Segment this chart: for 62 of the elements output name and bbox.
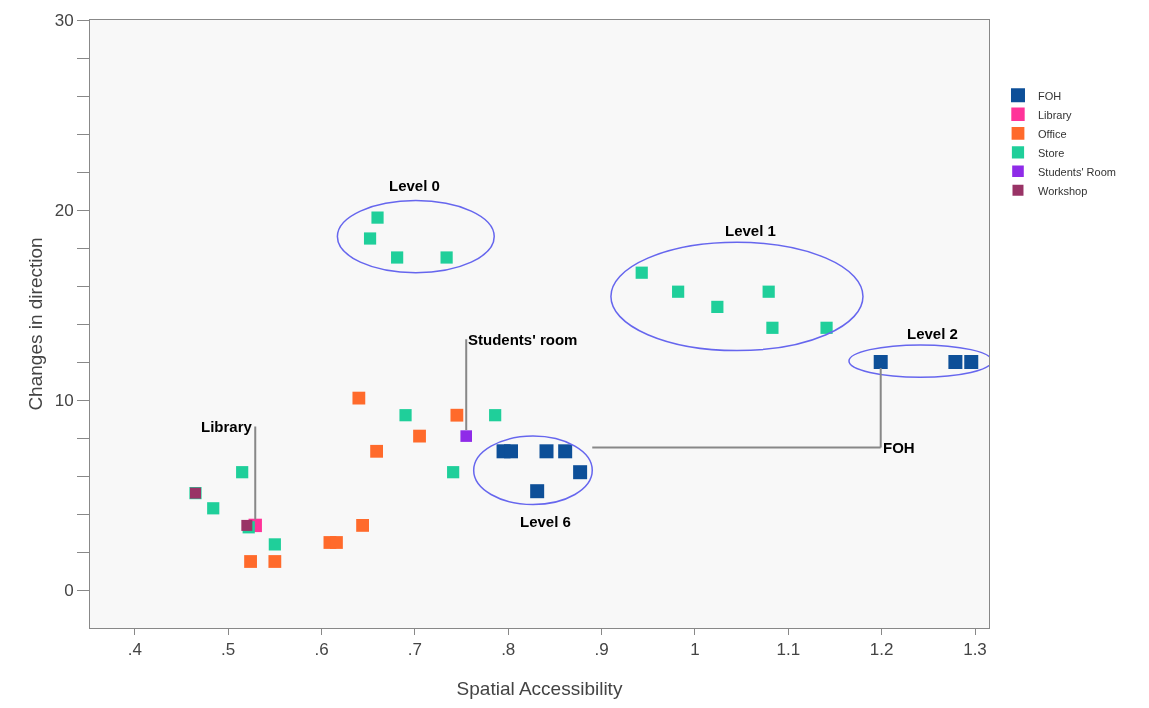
annotation: FOH: [883, 439, 915, 456]
x-tick-label: .6: [314, 640, 329, 660]
point: [558, 444, 573, 459]
point: [460, 430, 473, 442]
point: [820, 321, 833, 334]
point: [370, 444, 383, 458]
x-tick-label: 1.3: [963, 640, 987, 660]
annotation: Library: [201, 418, 253, 435]
point: [711, 300, 724, 313]
annotation: Level 1: [725, 222, 776, 239]
point: [489, 409, 502, 422]
x-tick-label: .4: [127, 640, 142, 660]
legend-label: Store: [1037, 146, 1065, 159]
y-axis-title: Changes in direction: [25, 237, 46, 411]
y-tick-label: 30: [54, 10, 74, 30]
point: [635, 266, 648, 279]
x-tick-label: 1.2: [869, 640, 894, 660]
x-tick-label: 1.1: [776, 640, 801, 660]
point: [450, 408, 464, 422]
point: [399, 409, 412, 422]
annotation: Level 2: [907, 325, 958, 342]
point: [964, 355, 979, 369]
x-tick-label: .8: [501, 640, 516, 660]
legend-label: Students' Room: [1037, 165, 1116, 178]
x-tick-label: .5: [221, 640, 236, 660]
y-tick-label: 0: [64, 580, 74, 600]
y-tick-label: 10: [54, 390, 74, 410]
legend-label: Office: [1037, 127, 1067, 140]
point: [391, 251, 404, 264]
point: [268, 555, 282, 568]
x-tick-label: 1: [690, 640, 700, 660]
point: [236, 466, 249, 479]
point: [530, 484, 545, 499]
point: [356, 519, 369, 532]
point: [573, 465, 588, 480]
x-tick-label: .7: [407, 640, 422, 660]
point: [762, 285, 775, 298]
point: [363, 232, 377, 245]
legend-label: Library: [1037, 108, 1073, 121]
point: [413, 429, 426, 443]
point: [539, 444, 554, 459]
point: [672, 285, 685, 298]
point: [268, 538, 281, 551]
y-tick-label: 20: [54, 200, 74, 220]
point: [447, 466, 460, 479]
annotation: Level 6: [520, 513, 571, 530]
point: [330, 536, 343, 549]
point: [440, 251, 453, 264]
annotation: Level 0: [389, 177, 440, 194]
legend-label: FOH: [1037, 89, 1062, 102]
point: [948, 355, 963, 369]
point: [504, 444, 519, 459]
point: [244, 555, 257, 568]
point: [207, 502, 220, 515]
legend-label: Workshop: [1037, 184, 1088, 197]
point: [352, 391, 366, 405]
point: [873, 355, 888, 369]
x-axis-title: Spatial Accessibility: [456, 678, 623, 699]
point: [371, 211, 384, 224]
point: [766, 321, 779, 334]
annotation: Students' room: [468, 331, 578, 348]
x-tick-label: .9: [594, 640, 609, 660]
